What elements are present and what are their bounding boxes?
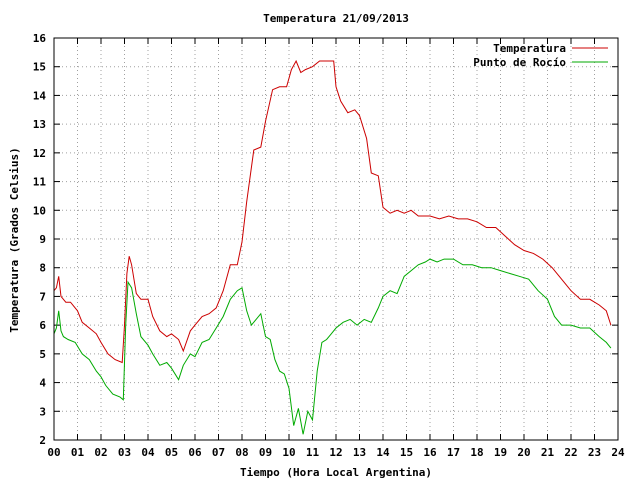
y-tick-label: 16 <box>33 32 47 45</box>
x-tick-label: 17 <box>447 446 460 459</box>
tick-labels: 00 01 02 03 04 05 06 07 08 09 10 11 12 13 14 15 16 17 18 19… <box>33 32 625 459</box>
plot-frame <box>53 37 619 441</box>
x-tick-label: 14 <box>376 446 390 459</box>
y-tick-label: 12 <box>33 147 46 160</box>
y-tick-label: 2 <box>39 434 46 447</box>
y-tick-label: 14 <box>33 89 47 102</box>
x-tick-label: 22 <box>564 446 577 459</box>
x-tick-label: 07 <box>212 446 225 459</box>
y-axis-title: Temperatura (Grados Celsius) <box>8 147 21 332</box>
x-tick-label: 09 <box>259 446 272 459</box>
x-tick-label: 21 <box>541 446 555 459</box>
x-tick-label: 03 <box>118 446 131 459</box>
x-tick-label: 00 <box>47 446 60 459</box>
legend-label: Punto de Rocío <box>473 56 566 69</box>
y-tick-label: 3 <box>39 405 46 418</box>
x-tick-label: 24 <box>611 446 625 459</box>
x-tick-label: 23 <box>588 446 601 459</box>
x-tick-label: 16 <box>423 446 437 459</box>
x-tick-label: 13 <box>353 446 366 459</box>
y-tick-label: 9 <box>39 233 46 246</box>
y-tick-label: 6 <box>39 319 46 332</box>
x-tick-label: 10 <box>282 446 295 459</box>
series-lines <box>53 59 612 435</box>
x-tick-label: 04 <box>141 446 155 459</box>
y-tick-label: 15 <box>33 61 46 74</box>
y-tick-label: 4 <box>39 377 46 390</box>
x-tick-label: 02 <box>94 446 107 459</box>
y-tick-label: 5 <box>39 348 46 361</box>
legend-label: Temperatura <box>493 42 566 55</box>
y-tick-label: 10 <box>33 204 46 217</box>
y-tick-label: 11 <box>33 176 47 189</box>
y-tick-label: 13 <box>33 118 46 131</box>
x-axis-title: Tiempo (Hora Local Argentina) <box>240 466 432 479</box>
y-tick-label: 8 <box>39 262 46 275</box>
series-line-punto-de-rocio <box>53 258 612 435</box>
x-tick-label: 01 <box>71 446 85 459</box>
x-tick-label: 20 <box>517 446 530 459</box>
x-tick-label: 06 <box>188 446 202 459</box>
x-tick-label: 11 <box>306 446 320 459</box>
axis-ticks <box>53 37 619 441</box>
x-tick-label: 18 <box>470 446 483 459</box>
x-tick-label: 12 <box>329 446 342 459</box>
x-tick-label: 05 <box>165 446 178 459</box>
x-tick-label: 19 <box>494 446 507 459</box>
series-line-temperatura <box>53 59 612 364</box>
x-tick-label: 15 <box>400 446 413 459</box>
x-tick-label: 08 <box>235 446 248 459</box>
y-tick-label: 7 <box>39 290 46 303</box>
chart-title: Temperatura 21/09/2013 <box>263 12 409 25</box>
